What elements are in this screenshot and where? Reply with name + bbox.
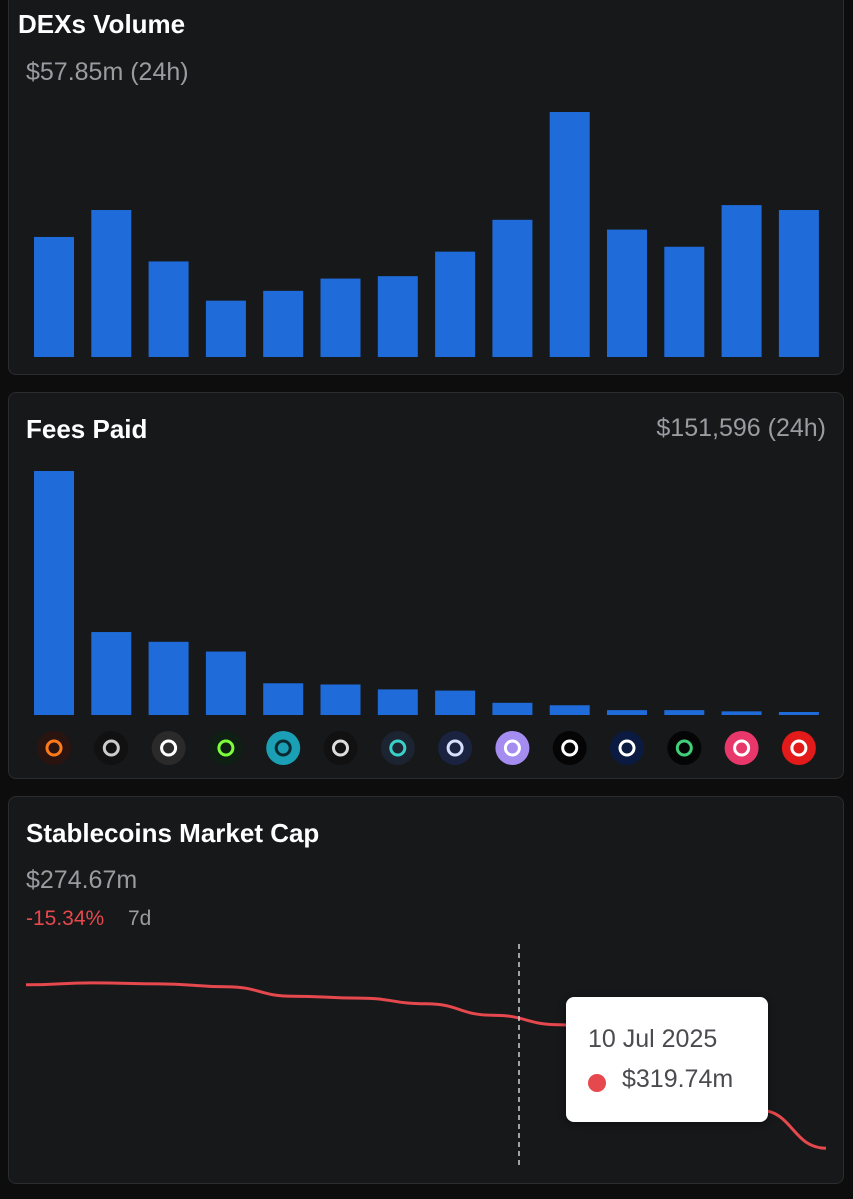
hexagon-logo-icon-mark xyxy=(274,739,292,757)
orange-ring-logo-icon[interactable] xyxy=(37,731,71,765)
dex-volume-bar[interactable] xyxy=(492,219,533,357)
1337-logo-icon-mark xyxy=(102,739,120,757)
orange-ring-logo-icon-mark xyxy=(45,739,63,757)
stripes-logo-icon[interactable] xyxy=(380,731,415,765)
fees-paid-bar[interactable] xyxy=(778,712,819,715)
stablecoins-value: $274.67m xyxy=(26,866,138,894)
purple-dots-logo-icon-mark xyxy=(503,739,521,757)
emblem-logo-icon[interactable] xyxy=(323,731,358,765)
dex-volume-card xyxy=(8,0,844,375)
navy-block-logo-icon-mark xyxy=(618,739,636,757)
dex-volume-bar[interactable] xyxy=(721,205,762,357)
snake-logo-icon[interactable] xyxy=(667,731,702,765)
fees-paid-bar[interactable] xyxy=(91,632,132,715)
fees-paid-title: Fees Paid xyxy=(26,414,148,444)
stablecoins-change: -15.34% xyxy=(26,907,105,930)
stripes-logo-icon-mark xyxy=(389,739,407,757)
1337-logo-icon[interactable] xyxy=(94,731,129,765)
fees-paid-bar[interactable] xyxy=(664,710,705,715)
fees-paid-bar[interactable] xyxy=(320,684,361,716)
hexagon-logo-icon[interactable] xyxy=(266,731,301,765)
dex-volume-bar[interactable] xyxy=(91,210,132,357)
dex-volume-bar[interactable] xyxy=(549,112,590,357)
ghost-logo-icon-mark xyxy=(160,739,178,757)
dex-volume-title: DEXs Volume xyxy=(18,9,186,39)
fees-paid-card xyxy=(8,392,844,779)
dex-volume-bar[interactable] xyxy=(664,246,705,357)
fees-paid-bar[interactable] xyxy=(205,651,246,715)
dex-volume-bar[interactable] xyxy=(435,251,476,357)
purple-dots-logo-icon[interactable] xyxy=(495,731,530,765)
mev-capital-logo-icon-mark xyxy=(446,739,464,757)
fees-paid-bar[interactable] xyxy=(607,710,647,715)
tooltip-date: 10 Jul 2025 xyxy=(588,1025,718,1053)
dex-volume-bar[interactable] xyxy=(263,290,304,357)
dex-volume-bar[interactable] xyxy=(607,229,647,357)
mev-capital-logo-icon[interactable] xyxy=(438,731,473,765)
fees-paid-bar[interactable] xyxy=(148,641,189,715)
navy-block-logo-icon[interactable] xyxy=(610,731,644,765)
red-star-logo-icon[interactable] xyxy=(781,731,816,765)
dex-volume-bar[interactable] xyxy=(34,236,74,357)
dex-volume-value: $57.85m (24h) xyxy=(26,58,189,86)
pink-rings-logo-icon[interactable] xyxy=(724,731,759,765)
stablecoins-period: 7d xyxy=(128,907,152,930)
fees-paid-bar[interactable] xyxy=(549,705,590,715)
emblem-logo-icon-mark xyxy=(332,739,349,757)
circles-logo-icon[interactable] xyxy=(552,731,587,765)
fees-paid-bar[interactable] xyxy=(492,702,533,715)
fees-paid-bar[interactable] xyxy=(721,711,762,715)
fees-paid-bar[interactable] xyxy=(34,471,74,715)
ghost-logo-icon[interactable] xyxy=(151,731,186,765)
snake-logo-icon-mark xyxy=(675,739,693,757)
fees-paid-bar[interactable] xyxy=(377,689,418,715)
x-logo-icon-mark xyxy=(217,739,235,757)
dex-volume-bar[interactable] xyxy=(320,278,361,357)
dex-volume-bar[interactable] xyxy=(778,210,819,357)
red-star-logo-icon-mark xyxy=(790,739,808,757)
dex-volume-bar[interactable] xyxy=(148,261,189,357)
chart-tooltip: 10 Jul 2025 $319.74m xyxy=(566,997,768,1122)
fees-paid-bar[interactable] xyxy=(263,683,304,715)
fees-paid-value: $151,596 (24h) xyxy=(656,414,826,442)
pink-rings-logo-icon-mark xyxy=(733,739,751,757)
x-logo-icon[interactable] xyxy=(208,731,243,765)
tooltip-value: $319.74m xyxy=(622,1065,734,1093)
fees-paid-bar[interactable] xyxy=(435,690,476,715)
dex-volume-bar[interactable] xyxy=(377,276,418,357)
circles-logo-icon-mark xyxy=(561,739,579,757)
tooltip-series-dot xyxy=(588,1074,606,1092)
stablecoins-title: Stablecoins Market Cap xyxy=(26,818,320,848)
dex-volume-bar[interactable] xyxy=(205,300,246,357)
